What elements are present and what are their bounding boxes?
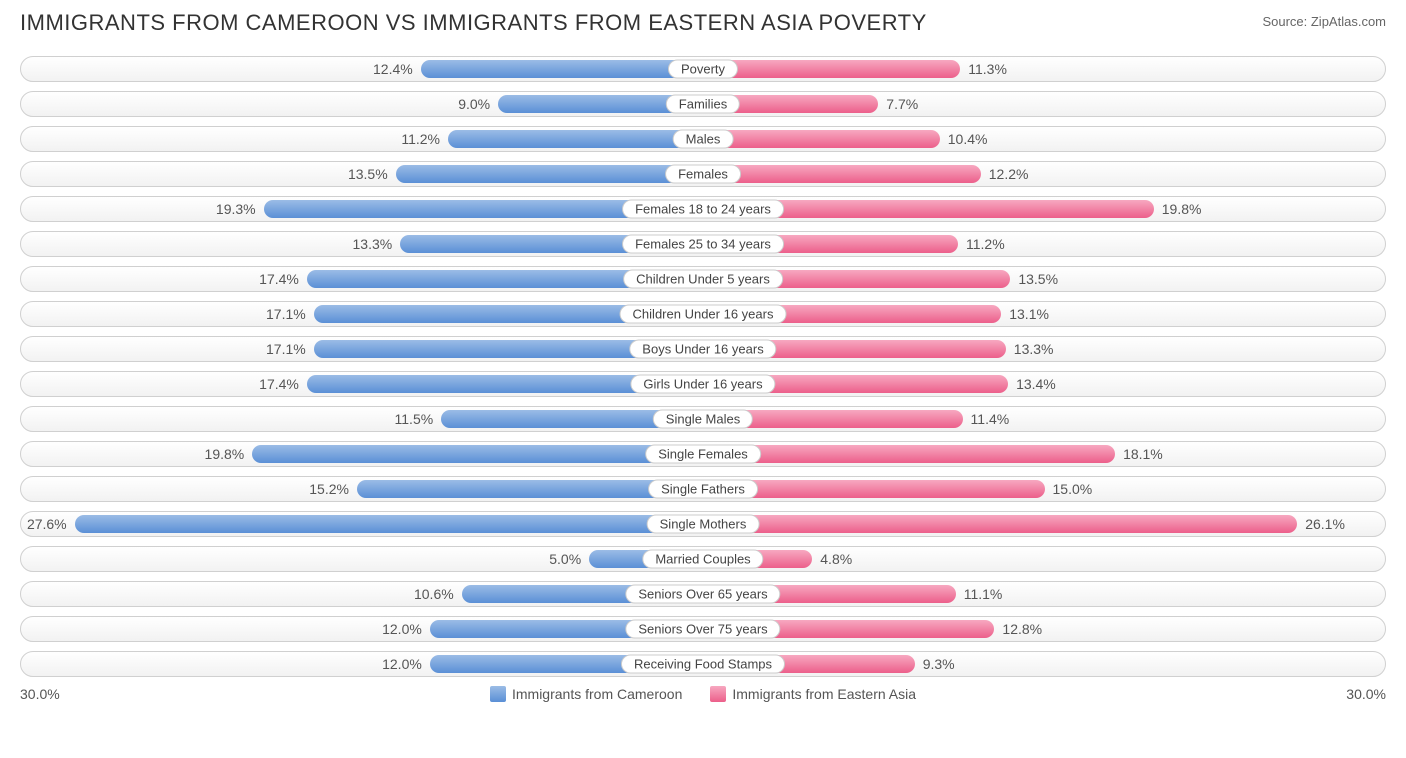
value-right: 13.1%	[1001, 306, 1049, 322]
value-left: 11.2%	[401, 131, 448, 147]
category-label: Poverty	[668, 60, 738, 79]
value-right: 10.4%	[940, 131, 988, 147]
bar-left	[448, 130, 703, 148]
chart-row: 19.3% 19.8% Females 18 to 24 years	[20, 196, 1386, 222]
value-left: 13.3%	[353, 236, 401, 252]
legend-item-left: Immigrants from Cameroon	[490, 686, 682, 702]
value-right: 19.8%	[1154, 201, 1202, 217]
chart-row: 10.6% 11.1% Seniors Over 65 years	[20, 581, 1386, 607]
value-right: 11.2%	[958, 236, 1005, 252]
category-label: Single Females	[645, 445, 761, 464]
value-left: 15.2%	[309, 481, 357, 497]
value-left: 10.6%	[414, 586, 462, 602]
legend-swatch-left	[490, 686, 506, 702]
value-right: 11.3%	[960, 61, 1007, 77]
legend: Immigrants from Cameroon Immigrants from…	[490, 686, 916, 702]
value-left: 17.1%	[266, 306, 314, 322]
value-left: 12.4%	[373, 61, 421, 77]
category-label: Boys Under 16 years	[629, 340, 776, 359]
value-right: 26.1%	[1297, 516, 1345, 532]
category-label: Children Under 5 years	[623, 270, 783, 289]
chart-row: 27.6% 26.1% Single Mothers	[20, 511, 1386, 537]
axis-max-left: 30.0%	[20, 686, 60, 702]
category-label: Families	[666, 95, 740, 114]
bar-left	[421, 60, 703, 78]
chart-source: Source: ZipAtlas.com	[1262, 14, 1386, 29]
chart-row: 12.0% 12.8% Seniors Over 75 years	[20, 616, 1386, 642]
value-left: 9.0%	[458, 96, 498, 112]
chart-row: 15.2% 15.0% Single Fathers	[20, 476, 1386, 502]
diverging-bar-chart: 12.4% 11.3% Poverty 9.0% 7.7% Families 11.2% 10…	[20, 56, 1386, 677]
chart-row: 17.1% 13.3% Boys Under 16 years	[20, 336, 1386, 362]
bar-right	[703, 165, 981, 183]
chart-row: 12.0% 9.3% Receiving Food Stamps	[20, 651, 1386, 677]
chart-row: 12.4% 11.3% Poverty	[20, 56, 1386, 82]
chart-row: 19.8% 18.1% Single Females	[20, 441, 1386, 467]
chart-row: 17.1% 13.1% Children Under 16 years	[20, 301, 1386, 327]
chart-row: 5.0% 4.8% Married Couples	[20, 546, 1386, 572]
legend-swatch-right	[710, 686, 726, 702]
legend-label-right: Immigrants from Eastern Asia	[732, 686, 916, 702]
value-right: 4.8%	[812, 551, 852, 567]
value-right: 11.1%	[956, 586, 1003, 602]
legend-item-right: Immigrants from Eastern Asia	[710, 686, 916, 702]
chart-row: 11.5% 11.4% Single Males	[20, 406, 1386, 432]
value-left: 19.8%	[205, 446, 253, 462]
category-label: Receiving Food Stamps	[621, 655, 785, 674]
bar-left	[252, 445, 703, 463]
chart-row: 11.2% 10.4% Males	[20, 126, 1386, 152]
value-left: 13.5%	[348, 166, 396, 182]
value-left: 12.0%	[382, 656, 430, 672]
category-label: Girls Under 16 years	[630, 375, 775, 394]
category-label: Married Couples	[642, 550, 763, 569]
bar-right	[703, 515, 1297, 533]
category-label: Single Males	[653, 410, 753, 429]
bar-right	[703, 445, 1115, 463]
value-left: 5.0%	[549, 551, 589, 567]
value-right: 11.4%	[963, 411, 1010, 427]
category-label: Females 25 to 34 years	[622, 235, 784, 254]
category-label: Children Under 16 years	[620, 305, 787, 324]
chart-row: 9.0% 7.7% Families	[20, 91, 1386, 117]
bar-right	[703, 60, 960, 78]
category-label: Seniors Over 75 years	[625, 620, 780, 639]
value-right: 13.5%	[1010, 271, 1058, 287]
axis-max-right: 30.0%	[1346, 686, 1386, 702]
value-left: 12.0%	[382, 621, 430, 637]
value-right: 12.8%	[994, 621, 1042, 637]
legend-label-left: Immigrants from Cameroon	[512, 686, 682, 702]
category-label: Females 18 to 24 years	[622, 200, 784, 219]
category-label: Seniors Over 65 years	[625, 585, 780, 604]
category-label: Males	[673, 130, 734, 149]
bar-right	[703, 130, 940, 148]
chart-header: IMMIGRANTS FROM CAMEROON VS IMMIGRANTS F…	[20, 10, 1386, 36]
value-right: 12.2%	[981, 166, 1029, 182]
value-right: 18.1%	[1115, 446, 1163, 462]
value-right: 15.0%	[1045, 481, 1093, 497]
category-label: Single Mothers	[647, 515, 760, 534]
value-left: 19.3%	[216, 201, 264, 217]
value-left: 27.6%	[27, 516, 75, 532]
value-left: 17.4%	[259, 376, 307, 392]
value-right: 13.3%	[1006, 341, 1054, 357]
chart-row: 17.4% 13.4% Girls Under 16 years	[20, 371, 1386, 397]
chart-row: 13.5% 12.2% Females	[20, 161, 1386, 187]
chart-row: 17.4% 13.5% Children Under 5 years	[20, 266, 1386, 292]
value-right: 13.4%	[1008, 376, 1056, 392]
value-left: 17.4%	[259, 271, 307, 287]
value-right: 7.7%	[878, 96, 918, 112]
bar-left	[75, 515, 703, 533]
chart-row: 13.3% 11.2% Females 25 to 34 years	[20, 231, 1386, 257]
category-label: Females	[665, 165, 741, 184]
bar-left	[396, 165, 703, 183]
category-label: Single Fathers	[648, 480, 758, 499]
chart-footer: 30.0% Immigrants from Cameroon Immigrant…	[20, 686, 1386, 702]
value-right: 9.3%	[915, 656, 955, 672]
chart-title: IMMIGRANTS FROM CAMEROON VS IMMIGRANTS F…	[20, 10, 927, 36]
value-left: 17.1%	[266, 341, 314, 357]
value-left: 11.5%	[395, 411, 442, 427]
